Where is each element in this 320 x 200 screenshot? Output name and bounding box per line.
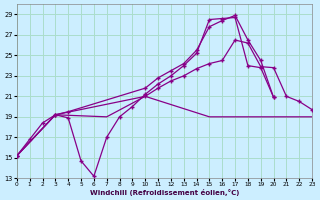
- X-axis label: Windchill (Refroidissement éolien,°C): Windchill (Refroidissement éolien,°C): [90, 189, 239, 196]
